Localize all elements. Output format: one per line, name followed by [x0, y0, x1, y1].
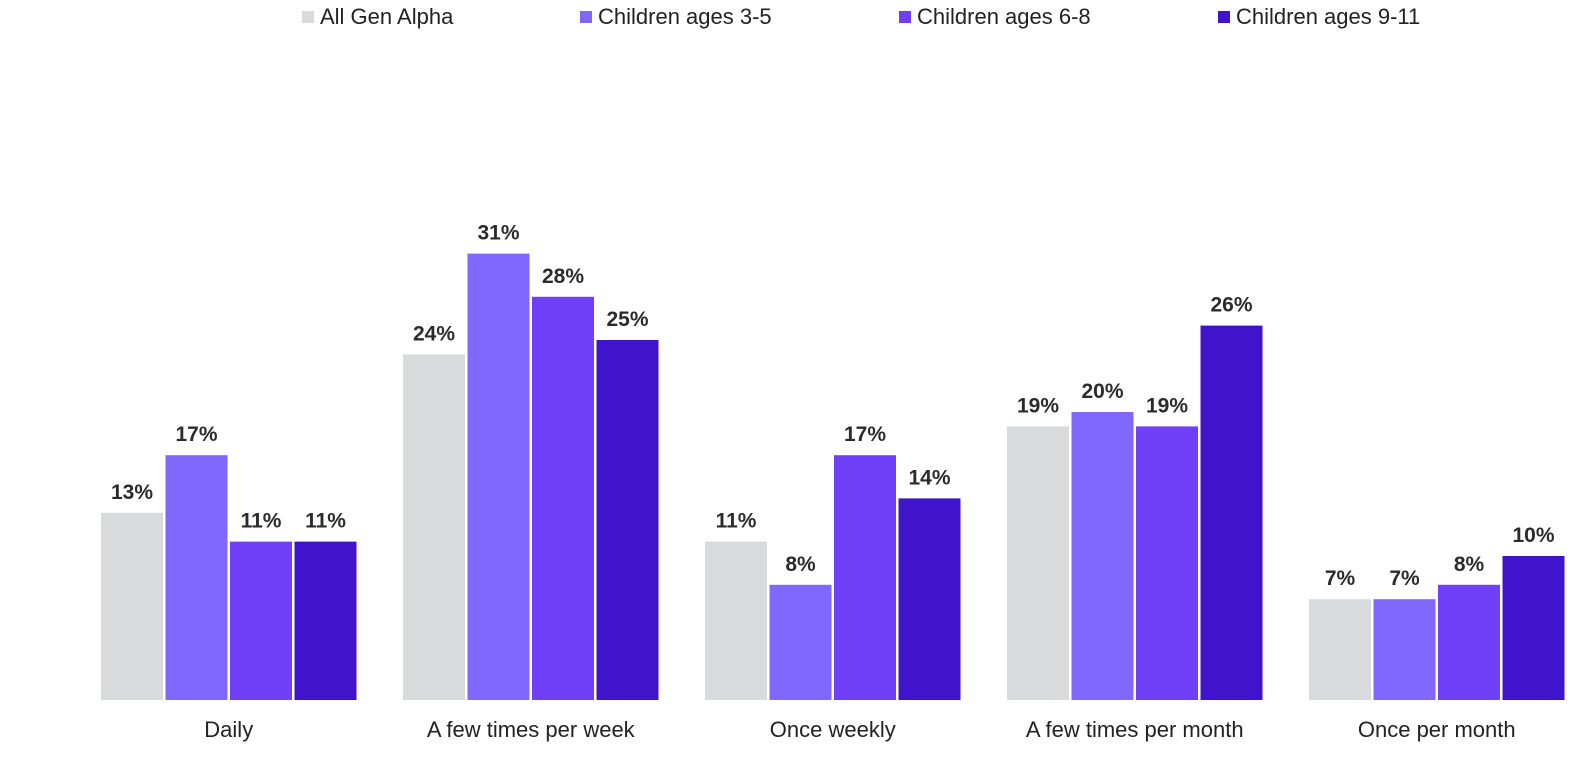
data-label: 19% [1146, 394, 1188, 417]
legend-item-children-3-5: Children ages 3-5 [580, 4, 772, 30]
bar [1007, 426, 1069, 700]
data-label: 17% [844, 423, 886, 446]
data-label: 8% [785, 553, 816, 576]
legend-label: Children ages 3-5 [598, 4, 772, 29]
data-label: 11% [241, 510, 282, 533]
bar [165, 455, 228, 700]
data-label: 10% [1512, 524, 1554, 547]
legend: All Gen Alpha Children ages 3-5 Children… [0, 0, 1596, 34]
bar [403, 354, 465, 700]
data-label: 8% [1454, 553, 1485, 576]
legend-swatch [302, 11, 314, 23]
bar [705, 541, 767, 700]
legend-swatch [1218, 11, 1230, 23]
data-label: 25% [606, 308, 648, 331]
data-label: 11% [716, 510, 757, 533]
data-label: 28% [542, 265, 584, 288]
data-label: 24% [413, 322, 455, 345]
bar [769, 584, 832, 700]
data-label: 7% [1389, 567, 1420, 590]
category-label: A few times per month [1026, 717, 1244, 742]
category-label: A few times per week [427, 717, 636, 742]
category-label: Daily [204, 717, 253, 742]
data-label: 11% [305, 510, 346, 533]
bar [294, 541, 357, 700]
data-label: 13% [111, 481, 153, 504]
legend-item-children-9-11: Children ages 9-11 [1218, 4, 1420, 30]
category-label: Once per month [1358, 717, 1516, 742]
bar [898, 498, 961, 700]
data-label: 19% [1017, 394, 1059, 417]
data-label: 31% [477, 222, 519, 245]
bar [532, 296, 594, 700]
bar [1200, 325, 1263, 700]
legend-swatch [899, 11, 911, 23]
bar [1136, 426, 1198, 700]
legend-item-all-gen-alpha: All Gen Alpha [302, 4, 453, 30]
legend-label: Children ages 6-8 [917, 4, 1091, 29]
data-label: 26% [1210, 294, 1252, 317]
bar [101, 512, 163, 700]
data-label: 17% [175, 423, 217, 446]
bar [230, 541, 292, 700]
legend-label: Children ages 9-11 [1236, 4, 1421, 29]
bar [467, 253, 530, 700]
data-label: 7% [1325, 567, 1356, 590]
data-label: 14% [908, 466, 950, 489]
legend-label: All Gen Alpha [320, 4, 454, 29]
legend-item-children-6-8: Children ages 6-8 [899, 4, 1091, 30]
bar [1071, 412, 1134, 700]
bar [1438, 584, 1500, 700]
bar [1309, 599, 1371, 700]
bar [1502, 556, 1565, 700]
category-label: Once weekly [770, 717, 896, 742]
bar [834, 455, 896, 700]
bar [596, 340, 659, 700]
bar [1373, 599, 1436, 700]
legend-swatch [580, 11, 592, 23]
data-label: 20% [1081, 380, 1123, 403]
